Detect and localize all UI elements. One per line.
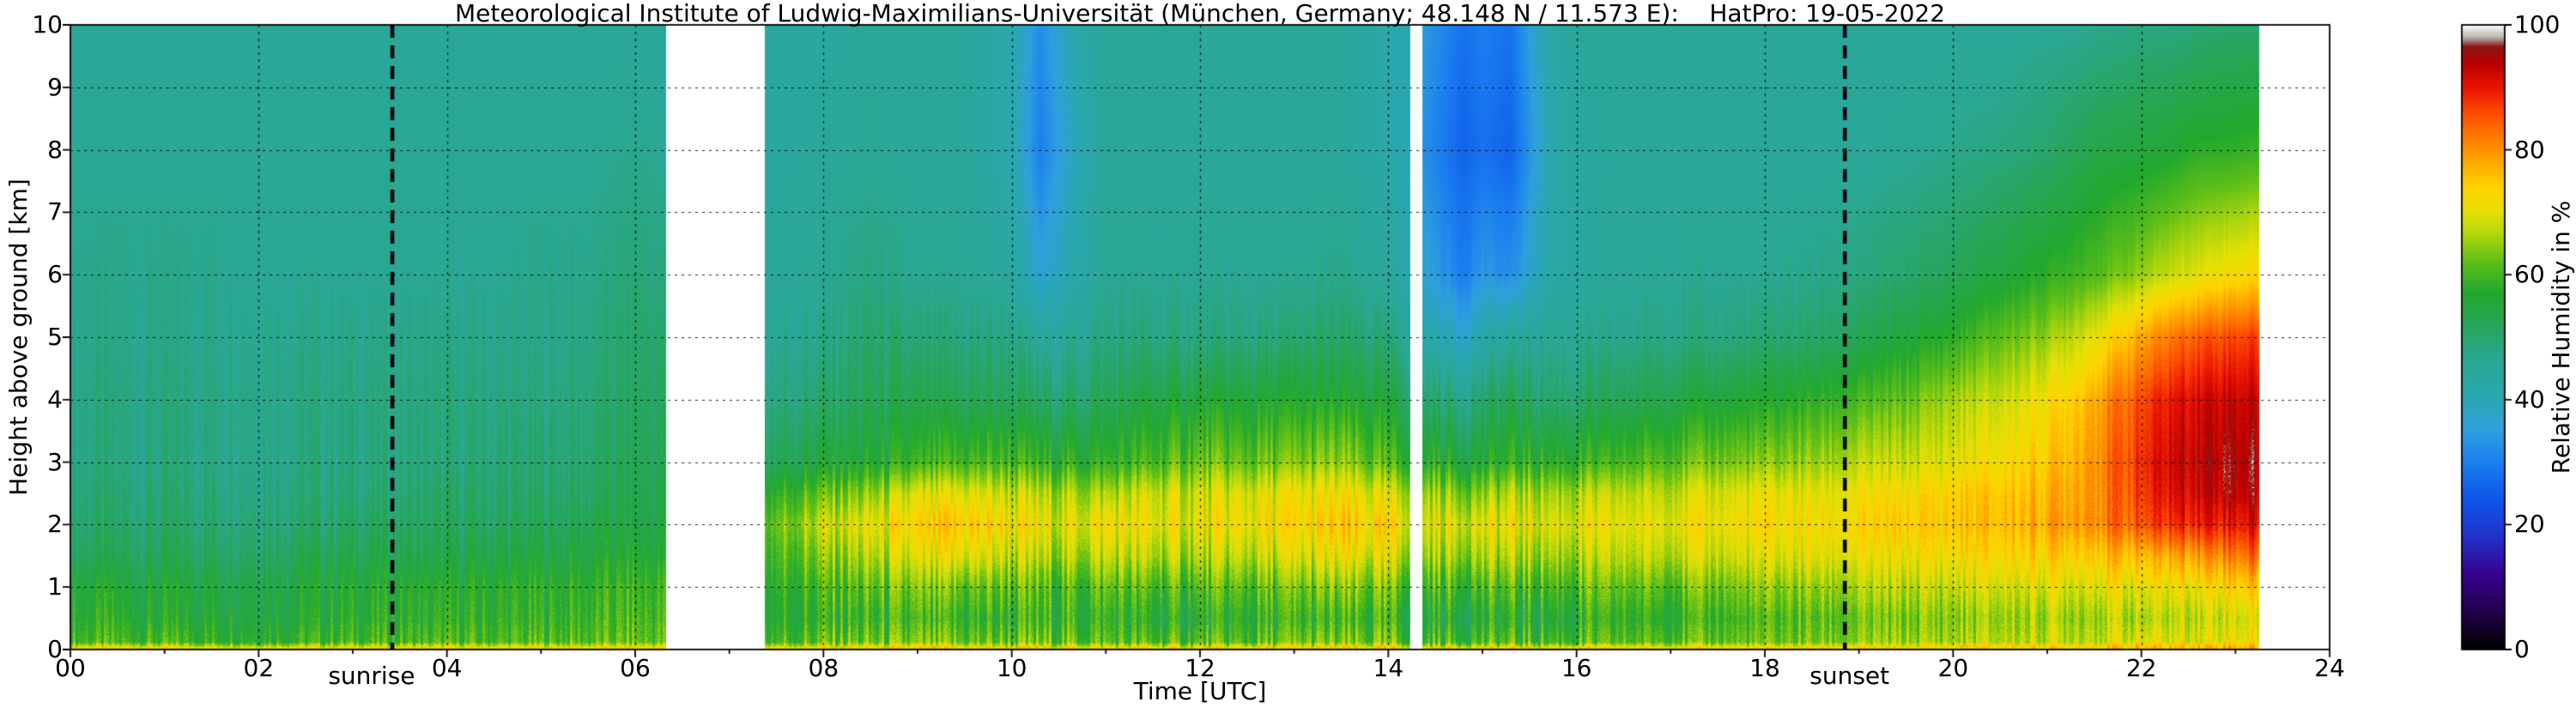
x-tick-label: 12 xyxy=(1185,654,1215,682)
x-tick-label: 10 xyxy=(996,654,1027,682)
y-tick-label: 5 xyxy=(47,323,63,351)
x-axis-label: Time [UTC] xyxy=(1133,677,1267,705)
colorbar-tick-label: 60 xyxy=(2514,260,2545,289)
colorbar-tick-label: 100 xyxy=(2514,10,2561,39)
x-tick-label: 16 xyxy=(1561,654,1592,682)
y-tick-label: 6 xyxy=(47,260,63,289)
x-tick-label: 14 xyxy=(1373,654,1404,682)
y-tick-label: 0 xyxy=(47,635,63,663)
x-tick-label: 02 xyxy=(243,654,275,682)
colorbar-tick-label: 0 xyxy=(2514,635,2530,663)
colorbar-tick-label: 40 xyxy=(2514,384,2545,414)
colorbar-label: Relative Humidity in % xyxy=(2547,200,2575,474)
x-tick-label: 04 xyxy=(431,654,463,682)
sunset-annotation: sunset xyxy=(1809,662,1890,690)
x-tick-label: 18 xyxy=(1749,654,1780,682)
chart-title: Meteorological Institute of Ludwig-Maxim… xyxy=(454,0,1946,27)
x-tick-label: 00 xyxy=(55,654,86,682)
y-tick-label: 2 xyxy=(47,510,63,539)
y-tick-label: 4 xyxy=(47,384,63,414)
x-tick-label: 20 xyxy=(1937,654,1969,682)
colorbar-tick-label: 20 xyxy=(2514,510,2545,539)
y-tick-label: 1 xyxy=(47,572,63,601)
x-tick-label: 24 xyxy=(2314,654,2345,682)
x-tick-label: 22 xyxy=(2125,654,2157,682)
y-tick-label: 9 xyxy=(47,72,63,101)
colorbar-tick-label: 80 xyxy=(2514,135,2545,164)
y-tick-label: 10 xyxy=(32,10,63,39)
y-tick-label: 7 xyxy=(47,197,63,227)
sunrise-annotation: sunrise xyxy=(328,662,415,690)
y-tick-label: 3 xyxy=(47,447,63,476)
x-tick-label: 06 xyxy=(620,654,651,682)
x-tick-label: 08 xyxy=(808,654,839,682)
y-tick-label: 8 xyxy=(47,135,63,164)
